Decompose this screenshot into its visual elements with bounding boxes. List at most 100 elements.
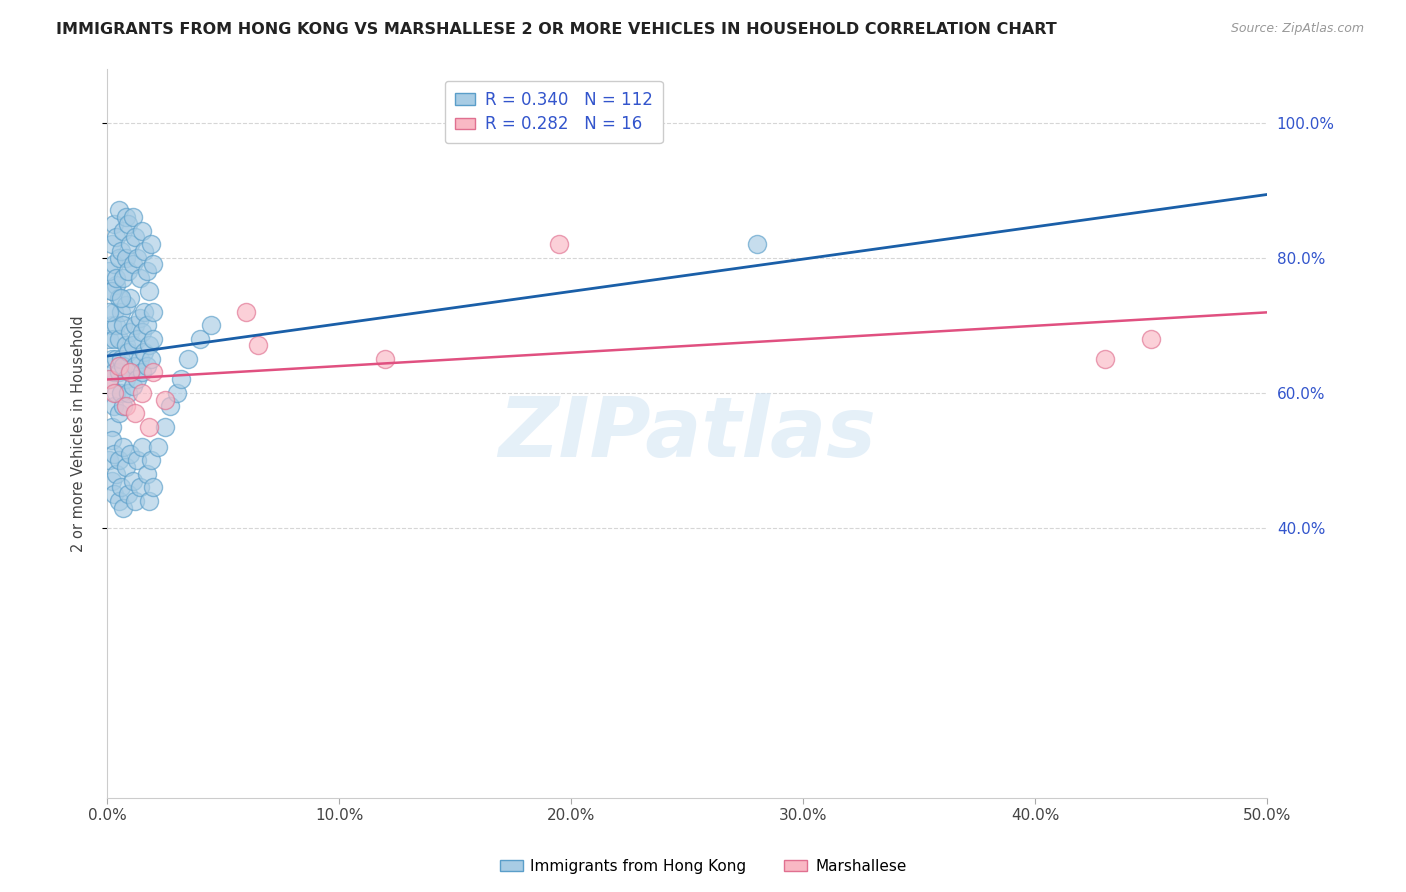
Point — [117, 264, 139, 278]
Point — [114, 460, 136, 475]
Point — [138, 419, 160, 434]
Point — [127, 372, 149, 386]
Point — [142, 304, 165, 318]
Point — [114, 210, 136, 224]
Point — [138, 338, 160, 352]
Point — [146, 440, 169, 454]
Point — [128, 480, 150, 494]
Point — [120, 291, 142, 305]
Point — [100, 285, 122, 299]
Point — [98, 453, 121, 467]
Point — [103, 446, 125, 460]
Point — [98, 372, 121, 386]
Point — [142, 366, 165, 380]
Point — [105, 271, 128, 285]
Point — [142, 332, 165, 346]
Point — [103, 399, 125, 413]
Point — [124, 230, 146, 244]
Point — [166, 385, 188, 400]
Point — [138, 493, 160, 508]
Point — [107, 359, 129, 373]
Point — [120, 325, 142, 339]
Point — [153, 419, 176, 434]
Point — [141, 453, 163, 467]
Point — [135, 359, 157, 373]
Point — [131, 366, 153, 380]
Point — [120, 366, 142, 380]
Point — [124, 493, 146, 508]
Point — [107, 366, 129, 380]
Point — [107, 203, 129, 218]
Point — [114, 399, 136, 413]
Point — [98, 304, 121, 318]
Point — [105, 318, 128, 333]
Text: Source: ZipAtlas.com: Source: ZipAtlas.com — [1230, 22, 1364, 36]
Point — [114, 338, 136, 352]
Point — [235, 304, 257, 318]
Y-axis label: 2 or more Vehicles in Household: 2 or more Vehicles in Household — [72, 315, 86, 551]
Point — [135, 467, 157, 481]
Point — [98, 264, 121, 278]
Point — [100, 318, 122, 333]
Point — [110, 385, 132, 400]
Point — [110, 244, 132, 258]
Point — [117, 385, 139, 400]
Point — [98, 332, 121, 346]
Point — [107, 291, 129, 305]
Point — [117, 345, 139, 359]
Point — [103, 487, 125, 501]
Point — [121, 338, 143, 352]
Point — [177, 351, 200, 366]
Point — [103, 304, 125, 318]
Point — [142, 480, 165, 494]
Point — [131, 385, 153, 400]
Point — [103, 366, 125, 380]
Point — [200, 318, 222, 333]
Point — [112, 224, 135, 238]
Point — [112, 271, 135, 285]
Point — [134, 304, 156, 318]
Point — [120, 446, 142, 460]
Point — [135, 264, 157, 278]
Point — [121, 379, 143, 393]
Point — [120, 366, 142, 380]
Point — [153, 392, 176, 407]
Point — [117, 217, 139, 231]
Point — [103, 332, 125, 346]
Point — [105, 467, 128, 481]
Point — [100, 474, 122, 488]
Point — [128, 351, 150, 366]
Point — [141, 351, 163, 366]
Point — [124, 406, 146, 420]
Point — [105, 230, 128, 244]
Point — [124, 318, 146, 333]
Point — [114, 298, 136, 312]
Point — [114, 372, 136, 386]
Text: ZIPatlas: ZIPatlas — [498, 392, 876, 474]
Text: IMMIGRANTS FROM HONG KONG VS MARSHALLESE 2 OR MORE VEHICLES IN HOUSEHOLD CORRELA: IMMIGRANTS FROM HONG KONG VS MARSHALLESE… — [56, 22, 1057, 37]
Point — [128, 271, 150, 285]
Point — [112, 440, 135, 454]
Point — [127, 251, 149, 265]
Legend: Immigrants from Hong Kong, Marshallese: Immigrants from Hong Kong, Marshallese — [494, 853, 912, 880]
Point — [105, 277, 128, 292]
Point — [107, 332, 129, 346]
Point — [117, 487, 139, 501]
Point — [107, 406, 129, 420]
Point — [103, 257, 125, 271]
Point — [105, 385, 128, 400]
Point — [131, 440, 153, 454]
Point — [1094, 351, 1116, 366]
Point — [127, 332, 149, 346]
Point — [127, 453, 149, 467]
Point — [124, 359, 146, 373]
Point — [246, 338, 269, 352]
Point — [188, 332, 211, 346]
Point — [107, 493, 129, 508]
Point — [103, 385, 125, 400]
Point — [100, 433, 122, 447]
Point — [131, 325, 153, 339]
Point — [107, 251, 129, 265]
Point — [121, 210, 143, 224]
Point — [110, 304, 132, 318]
